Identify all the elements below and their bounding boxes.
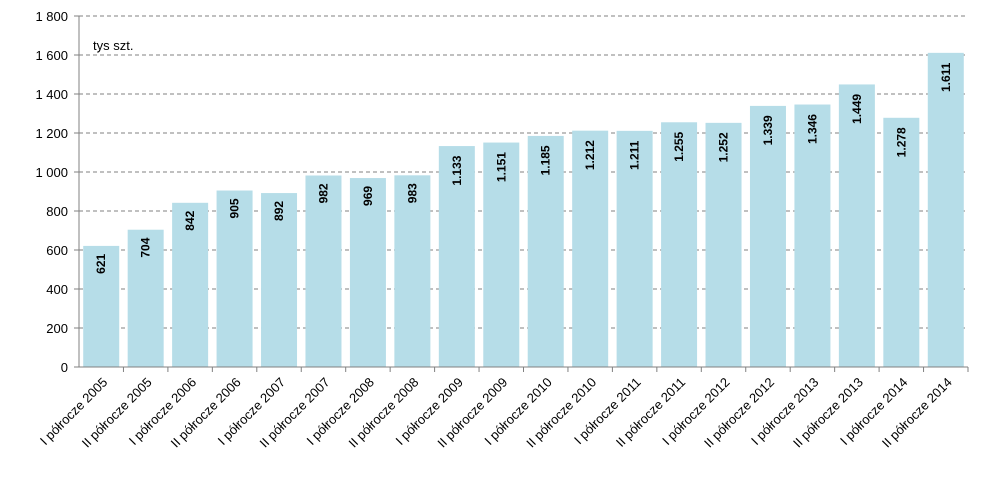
y-tick-label: 200 — [46, 321, 68, 336]
data-label: 969 — [361, 186, 375, 206]
y-tick-label: 1 000 — [35, 165, 68, 180]
bar — [438, 146, 475, 367]
data-label: 1.339 — [761, 115, 775, 145]
data-label: 983 — [405, 183, 419, 203]
bar — [794, 104, 831, 367]
data-label: 892 — [272, 201, 286, 221]
bar — [927, 52, 964, 367]
bar — [305, 175, 342, 367]
data-label: 1.151 — [494, 152, 508, 182]
bar — [349, 178, 386, 367]
data-label: 982 — [316, 183, 330, 203]
data-label: 621 — [94, 253, 108, 273]
data-label: 1.346 — [805, 114, 819, 144]
bar — [261, 193, 298, 367]
bar — [216, 190, 253, 367]
data-label: 1.278 — [894, 127, 908, 157]
data-label: 905 — [228, 198, 242, 218]
y-tick-label: 400 — [46, 282, 68, 297]
data-label: 1.611 — [939, 62, 953, 92]
bar — [883, 117, 920, 367]
y-tick-label: 800 — [46, 204, 68, 219]
y-tick-label: 1 800 — [35, 9, 68, 24]
bar — [83, 245, 120, 367]
bar — [127, 229, 164, 367]
data-label: 704 — [139, 237, 153, 257]
data-labels: 621 704 842 905 892 982 969 983 1.133 1.151 1.185 1… — [94, 62, 953, 273]
bar — [483, 142, 520, 367]
bar — [749, 105, 786, 368]
bar — [172, 202, 209, 367]
bars — [83, 52, 964, 368]
y-tick-label: 1 600 — [35, 48, 68, 63]
data-label: 1.252 — [717, 132, 731, 162]
data-label: 1.212 — [583, 140, 597, 170]
unit-label: tys szt. — [93, 38, 133, 53]
y-tick-label: 600 — [46, 243, 68, 258]
data-label: 1.185 — [539, 145, 553, 175]
bar — [838, 84, 875, 367]
y-axis-ticks: 0 200 400 600 800 1 000 1 200 1 400 1 600 1 800 — [35, 9, 79, 375]
bar — [705, 122, 742, 367]
data-label: 1.255 — [672, 131, 686, 161]
y-tick-label: 1 400 — [35, 87, 68, 102]
bar — [661, 122, 698, 368]
gridlines — [79, 15, 968, 329]
y-tick-label: 1 200 — [35, 126, 68, 141]
data-label: 1.449 — [850, 94, 864, 124]
bar — [572, 130, 609, 367]
data-label: 1.211 — [628, 140, 642, 170]
data-label: 1.133 — [450, 155, 464, 185]
bar — [616, 130, 653, 367]
y-tick-label: 0 — [61, 360, 68, 375]
bar — [527, 135, 564, 367]
data-label: 842 — [183, 210, 197, 230]
bar — [394, 175, 431, 367]
